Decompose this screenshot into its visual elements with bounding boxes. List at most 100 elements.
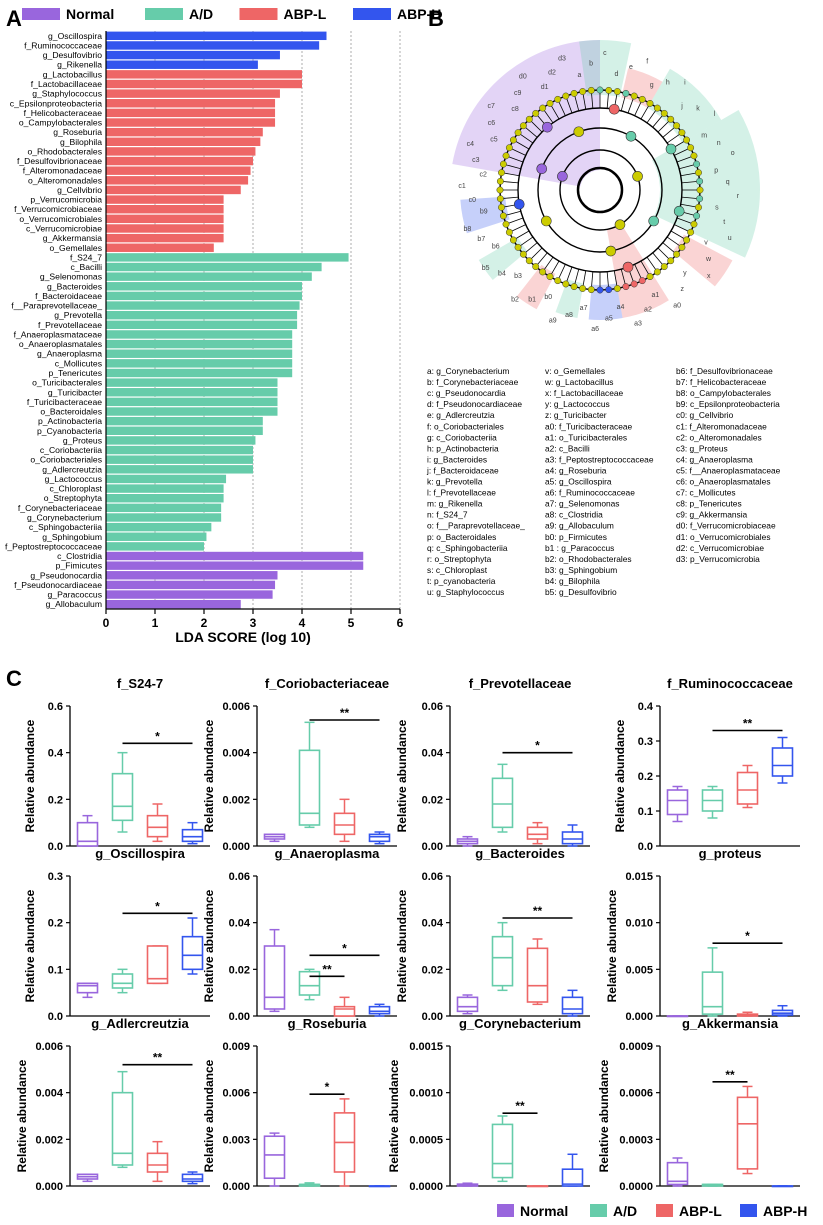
significance-label: ** [340,706,350,720]
cladogram-inner-node [536,163,548,175]
lda-bar-label: g_Staphylococcus [32,89,102,99]
cladogram-leaf-node [519,122,527,130]
lda-bar-label: f_Helicobacteraceae [24,108,103,118]
lda-bar [106,320,298,330]
y-tick-label: 0.000 [625,1011,653,1023]
lda-bar-label: p_Cyanobacteria [37,426,102,436]
cladogram-leaf-node [509,236,517,244]
box [76,982,99,994]
cladogram-legend-entry: b4: g_Bilophila [545,576,600,586]
lda-bar [106,349,293,358]
boxplot-title: f_S24-7 [117,676,163,691]
lda-bar-label: c_Clostridia [57,551,102,561]
cladogram-legend-entry: a9: g_Allobaculum [545,521,614,531]
cladogram-legend-entry: j: f_Bacteroidaceae [426,465,499,475]
significance-label: * [325,1080,330,1094]
lda-bar-label: f_Corynebacteriaceae [18,503,102,513]
box [736,771,759,805]
cladogram-ring-label: w [705,256,712,263]
boxplot-title: g_Roseburia [288,1016,368,1031]
cladogram-legend-entry: b2: o_Rhodobacterales [545,554,632,564]
lda-bar [106,416,263,426]
boxplot-legend-swatch-0 [497,1204,514,1217]
lda-bar-label: g_Allobaculum [46,599,102,609]
lda-bar-label: o_Verrucomicrobiales [19,214,102,224]
x-tick-label: 3 [250,616,257,630]
significance-label: * [155,729,160,743]
cladogram-ring-label: b0 [544,294,552,301]
cladogram-ring-label: p [714,168,718,175]
cladogram-leaf-node [525,115,533,123]
cladogram-ring-label: b3 [514,273,522,280]
cladogram-legend-entry: d0: f_Verrucomicrobiaceae [676,521,776,531]
lda-bar [106,127,263,137]
cladogram-leaf-node [596,86,604,94]
cladogram-ring-label: d1 [541,84,549,91]
lda-bar-label: c_Mollicutes [55,358,102,368]
cladogram-legend-entry: a: g_Corynebacterium [427,366,509,376]
boxplot-title: f_Prevotellaceae [469,676,572,691]
lda-bar [106,378,278,387]
cladogram-legend-entry: b6: f_Desulfovibrionaceae [676,366,773,376]
lda-bar-label: g_Anaeroplasma [37,349,102,359]
y-tick-label: 0.06 [229,871,250,883]
cladogram-legend-entry: d3: p_Verrucomicrobia [676,554,760,564]
sector-ad-1 [579,40,632,98]
box [368,833,391,843]
boxplot-legend-swatch-1 [590,1204,607,1217]
lda-bar-label: f_Ruminococcaceae [24,40,102,50]
cladogram-leaf-node [693,160,701,168]
boxplot-legend: Normal A/D ABP-L ABP-H [497,1203,807,1219]
x-tick-label: 1 [152,616,159,630]
lda-bar [106,41,320,50]
y-tick-label: 0.00 [422,841,443,853]
boxplot-f_S24-7: f_S24-7 0.0 0.2 0.4 0.6 Relative abundance * [23,676,210,853]
significance-label: ** [322,962,332,976]
cladogram-nodes [496,86,704,294]
lda-bar-label: g_Paracoccus [48,590,102,600]
lda-bar [106,185,241,195]
box [111,973,134,989]
y-axis-title: Relative abundance [202,889,216,1002]
cladogram-ring-label: a3 [634,321,642,328]
y-tick-label: 0.010 [625,918,653,930]
lda-bar [106,253,349,262]
lda-bar-label: f_Turicibacteraceae [27,397,102,407]
cladogram-legend-entry: c3: g_Proteus [676,443,728,453]
lda-bar-label: g_Sphingobium [42,532,102,542]
cladogram-inner-node [541,121,553,133]
sector-abpl-2 [672,234,733,287]
cladogram-ring-label: b2 [511,297,519,304]
cladogram-legend-entry: d1: o_Verrucomicrobiales [676,532,771,542]
cladogram-legend-entry: h: p_Actinobacteria [427,443,499,453]
cladogram-leaf-node [673,250,681,258]
y-tick-label: 0.005 [625,964,653,976]
cladogram-ring-label: b9 [480,208,488,215]
cladogram-leaf-node [519,250,527,258]
legend-swatch-3 [353,8,391,20]
boxplot-legend-swatch-3 [740,1204,757,1217]
boxplot-f_Ruminococcaceae: f_Ruminococcaceae 0.0 0.1 0.2 0.3 0.4 Relative… [613,676,800,853]
x-tick-label: 0 [103,616,110,630]
y-tick-label: 0.0 [48,841,63,853]
cladogram-legend-entry: a4: g_Roseburia [545,465,607,475]
lda-bar-label: o_Alteromonadales [28,175,102,185]
cladogram-legend-entry: a5: g_Oscillospira [545,477,612,487]
cladogram-ring-label: c5 [490,136,498,143]
y-tick-label: 0.006 [35,1041,63,1053]
lda-bar-label: p_Fimicutes [56,561,102,571]
cladogram-leaf-node [683,136,691,144]
cladogram-ring-label: b4 [498,270,506,277]
cladogram-ring-label: b [589,60,593,67]
lda-bar [106,368,293,378]
box [561,831,584,845]
cladogram-ring-label: u [728,235,732,242]
cladogram-leaf-node [499,212,507,220]
y-tick-label: 0.002 [222,794,250,806]
y-tick-label: 0.006 [222,701,250,713]
y-axis-title: Relative abundance [613,719,627,832]
lda-bar [106,388,278,397]
lda-bar [106,561,364,570]
cladogram-ring-label: a7 [580,305,588,312]
